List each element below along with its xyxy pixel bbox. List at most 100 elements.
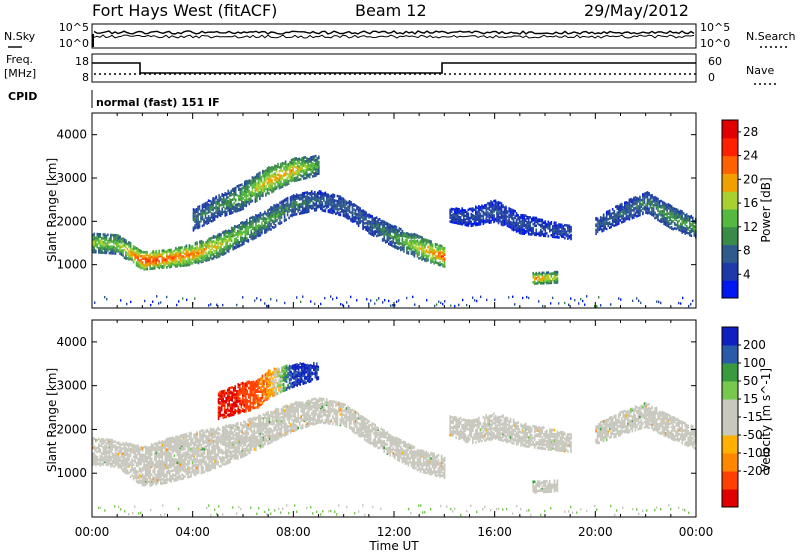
range-gate-cell-3: [611, 208, 614, 211]
range-gate-cell-0: [223, 237, 225, 240]
range-gate-cell-2: [476, 222, 479, 225]
range-gate-cell-1: [296, 164, 299, 168]
range-gate-cell-3: [690, 227, 693, 231]
range-gate-cell-1: [231, 193, 234, 196]
range-gate-cell-0: [365, 225, 367, 229]
range-gate-cell-0: [443, 261, 446, 264]
range-gate-cell-0: [221, 237, 224, 241]
range-gate-cell-0: [274, 208, 277, 211]
range-gate-cell-0: [102, 251, 105, 254]
range-gate-cell-0: [131, 258, 133, 262]
range-gate-cell-0: [199, 240, 201, 243]
range-gate-cell-0: [267, 220, 269, 224]
range-gate-cell-0: [132, 250, 135, 253]
range-gate-cell-3: [621, 214, 623, 218]
range-gate-cell-2: [449, 208, 451, 212]
range-gate-cell-0: [261, 213, 263, 217]
range-gate-cell-3: [622, 208, 625, 212]
range-gate-cell-1: [254, 175, 257, 179]
range-gate-cell-2: [487, 211, 489, 214]
noise-right-tick-bottom: 10^0: [700, 37, 730, 50]
range-gate-cell-0: [354, 209, 357, 212]
range-gate-cell-0: [120, 245, 123, 249]
range-gate-cell-0: [338, 212, 340, 215]
range-gate-cell-0: [277, 215, 280, 219]
range-gate-cell-2: [464, 209, 467, 212]
range-gate-cell-2: [568, 234, 571, 238]
range-gate-cell-2: [553, 229, 556, 232]
range-gate-cell-2: [500, 212, 503, 216]
range-gate-cell-3: [679, 229, 682, 232]
range-gate-cell-1: [312, 162, 314, 165]
range-gate-cell-0: [114, 247, 117, 250]
range-gate-cell-0: [113, 248, 115, 251]
range-gate-cell-1: [221, 200, 223, 204]
range-gate-cell-0: [244, 220, 247, 224]
range-gate-cell-1: [313, 163, 316, 166]
range-gate-cell-1: [287, 162, 290, 166]
range-gate-cell-3: [610, 212, 612, 216]
range-gate-cell-3: [666, 212, 668, 216]
range-gate-cell-2: [505, 214, 507, 218]
range-gate-cell-0: [117, 248, 120, 252]
range-gate-cell-3: [630, 204, 632, 207]
range-gate-cell-1: [221, 193, 223, 196]
range-gate-cell-0: [353, 212, 355, 215]
range-gate-cell-1: [295, 176, 297, 180]
range-gate-cell-1: [242, 197, 245, 200]
range-gate-cell-0: [241, 236, 244, 240]
range-gate-cell-0: [410, 245, 413, 249]
range-gate-cell-1: [281, 175, 284, 178]
range-gate-cell-0: [161, 259, 164, 263]
range-gate-cell-0: [378, 218, 381, 221]
range-gate-cell-0: [359, 207, 361, 210]
near-range-cell: [582, 299, 584, 303]
range-gate-cell-0: [384, 239, 387, 243]
range-gate-cell-0: [439, 246, 441, 250]
range-gate-cell-0: [223, 239, 225, 243]
range-gate-cell-0: [135, 249, 138, 253]
range-gate-cell-3: [627, 206, 629, 210]
range-gate-cell-0: [203, 248, 206, 251]
range-gate-cell-3: [645, 191, 647, 195]
range-gate-cell-0: [318, 199, 321, 202]
range-gate-cell-0: [430, 240, 432, 243]
range-gate-cell-0: [434, 242, 437, 246]
range-gate-cell-0: [282, 210, 284, 213]
range-gate-cell-0: [377, 218, 379, 222]
range-gate-cell-1: [265, 177, 267, 180]
range-gate-cell-0: [105, 447, 108, 451]
range-gate-cell-2: [488, 201, 491, 205]
range-gate-cell-3: [687, 226, 689, 230]
range-gate-cell-1: [222, 210, 225, 214]
range-gate-cell-1: [275, 165, 278, 168]
range-gate-cell-0: [439, 252, 441, 255]
range-gate-cell-3: [637, 197, 640, 201]
range-gate-cell-0: [182, 259, 185, 262]
range-gate-cell-0: [413, 232, 416, 236]
range-gate-cell-2: [450, 216, 453, 220]
range-gate-cell-1: [286, 163, 288, 167]
range-gate-cell-0: [161, 257, 164, 260]
range-gate-cell-0: [427, 251, 429, 254]
range-gate-cell-2: [535, 219, 537, 222]
range-gate-cell-1: [221, 198, 223, 201]
range-gate-cell-1: [316, 170, 319, 173]
range-gate-cell-0: [99, 239, 102, 243]
range-gate-cell-1: [304, 160, 306, 163]
range-gate-cell-0: [95, 438, 97, 442]
range-gate-cell-3: [692, 216, 694, 220]
range-gate-cell-1: [247, 201, 249, 204]
range-gate-cell-1: [304, 156, 306, 159]
range-gate-cell-0: [116, 234, 118, 237]
range-gate-cell-0: [416, 234, 419, 237]
range-gate-cell-0: [235, 241, 237, 244]
range-gate-cell-0: [212, 245, 215, 248]
range-gate-cell-1: [305, 159, 308, 163]
range-gate-cell-1: [218, 199, 220, 202]
range-gate-cell-3: [608, 226, 611, 229]
range-gate-cell-3: [687, 217, 689, 221]
range-gate-cell-1: [293, 165, 296, 168]
range-gate-cell-0: [354, 215, 357, 219]
